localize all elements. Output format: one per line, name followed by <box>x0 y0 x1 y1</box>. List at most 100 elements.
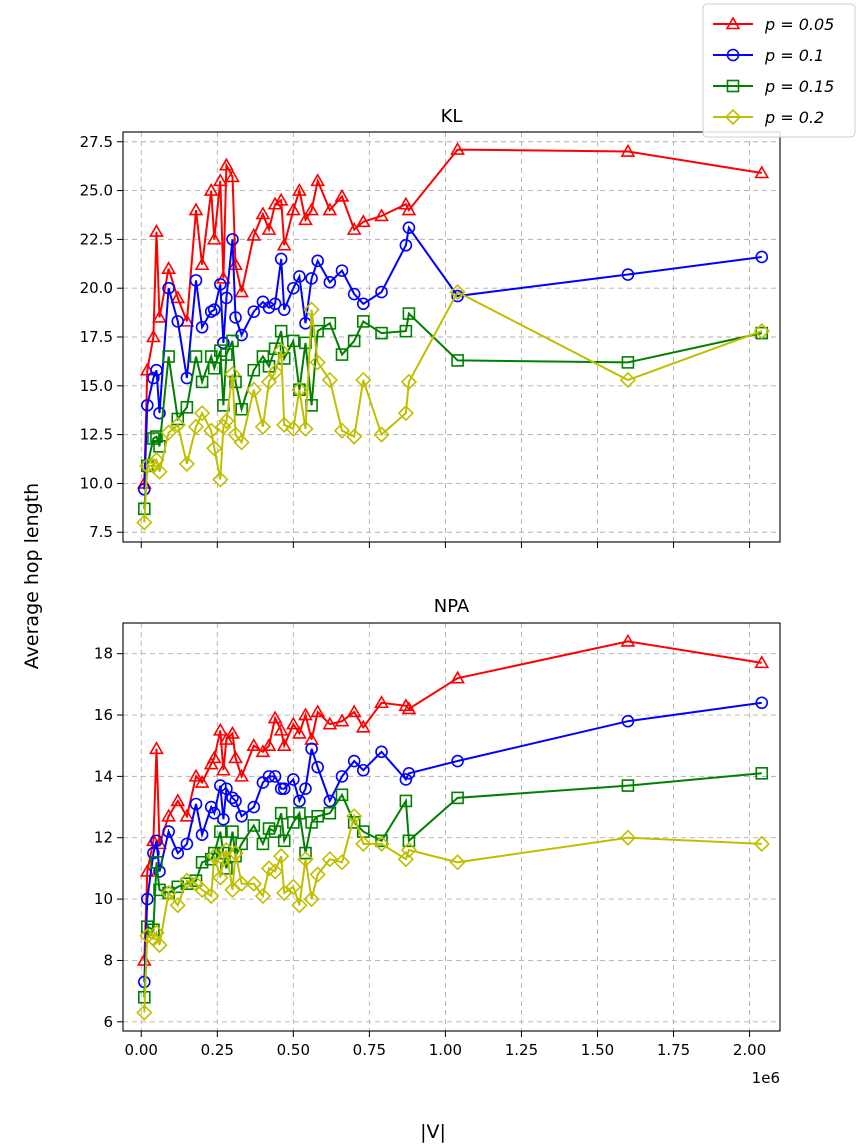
series-line <box>143 812 762 1013</box>
data-point <box>207 361 221 375</box>
data-point <box>149 223 164 237</box>
data-point <box>162 350 175 363</box>
data-point <box>246 738 262 752</box>
y-tick-label: 12 <box>94 829 113 847</box>
x-axis-offset-label: 1e6 <box>752 1069 780 1087</box>
data-point <box>203 182 219 196</box>
data-point <box>151 463 168 480</box>
x-tick-label: 1.50 <box>581 1041 614 1059</box>
chart-title: NPA <box>434 596 470 617</box>
data-point <box>449 854 466 871</box>
data-point <box>153 406 166 420</box>
chart-title: KL <box>441 106 463 127</box>
data-point <box>299 336 312 350</box>
data-point <box>323 276 337 289</box>
data-point <box>297 851 314 868</box>
data-point <box>206 848 223 865</box>
data-point <box>212 471 229 488</box>
series-line <box>143 225 762 490</box>
legend-marker <box>724 108 742 126</box>
data-point <box>267 196 283 210</box>
data-point <box>399 238 413 252</box>
data-point <box>309 866 326 883</box>
data-point <box>189 350 203 363</box>
data-point <box>347 754 361 768</box>
data-point <box>375 834 388 848</box>
data-point <box>621 779 635 792</box>
data-point <box>226 791 239 805</box>
data-point <box>323 794 337 808</box>
data-point <box>355 835 372 853</box>
data-point <box>402 834 416 848</box>
legend: p = 0.05 p = 0.1 p = 0.15 p = 0.2 <box>702 3 856 138</box>
data-point <box>305 272 318 285</box>
data-point <box>274 252 288 266</box>
data-point <box>309 354 326 371</box>
data-point <box>266 863 284 880</box>
data-point <box>195 855 209 869</box>
x-axis-label: |V| <box>420 1121 446 1143</box>
data-point <box>291 381 308 398</box>
data-point <box>195 320 209 334</box>
data-point <box>247 819 261 832</box>
data-point <box>285 420 302 437</box>
data-point <box>179 808 195 822</box>
data-point <box>397 851 415 868</box>
data-point <box>215 270 231 284</box>
data-point <box>355 214 371 228</box>
data-point <box>333 854 351 871</box>
data-point <box>146 329 161 343</box>
data-point <box>399 794 413 808</box>
y-tick-label: 6 <box>103 1013 113 1031</box>
data-point <box>273 722 289 736</box>
data-point <box>218 412 235 430</box>
y-tick-label: 18 <box>94 645 113 663</box>
data-point <box>187 418 205 435</box>
data-point <box>347 287 361 301</box>
y-tick-label: 22.5 <box>80 230 113 248</box>
data-point <box>214 825 227 838</box>
data-point <box>194 774 210 788</box>
data-point <box>219 731 234 745</box>
data-point <box>160 424 177 441</box>
data-point <box>621 714 635 728</box>
data-point <box>753 835 770 853</box>
data-point <box>293 806 306 820</box>
data-point <box>204 305 218 318</box>
data-point <box>399 773 413 786</box>
data-point <box>754 165 770 179</box>
chart-panels: 7.5 10.0 12.5 15.0 17.5 20.0 22.5 25.0 27.5 KL 6 8 1… <box>80 106 781 1059</box>
data-point <box>277 834 291 848</box>
data-point <box>255 744 271 758</box>
legend-label: p = 0.15 <box>764 77 834 96</box>
data-point <box>161 261 177 274</box>
data-point <box>450 670 465 684</box>
data-point <box>229 794 242 808</box>
data-point <box>755 250 769 264</box>
data-point <box>245 875 262 892</box>
data-point <box>226 825 239 838</box>
x-tick-label: 0.25 <box>201 1041 234 1059</box>
data-point <box>755 696 769 710</box>
data-point <box>171 880 185 894</box>
data-point <box>206 231 222 245</box>
data-point <box>220 291 233 305</box>
data-point <box>225 169 240 183</box>
data-point <box>255 206 271 220</box>
data-point <box>214 277 227 291</box>
series-line <box>143 701 762 982</box>
data-point <box>193 881 211 899</box>
data-point <box>215 762 231 776</box>
legend-marker <box>725 16 741 30</box>
data-point <box>451 354 464 367</box>
y-tick-label: 10.0 <box>80 474 113 492</box>
data-point <box>305 742 318 756</box>
data-point <box>214 779 227 792</box>
data-point <box>398 698 414 712</box>
data-point <box>229 311 242 324</box>
data-point <box>268 297 282 311</box>
data-point <box>245 381 262 398</box>
data-point <box>206 750 222 764</box>
data-point <box>233 434 250 451</box>
data-point <box>346 428 363 445</box>
